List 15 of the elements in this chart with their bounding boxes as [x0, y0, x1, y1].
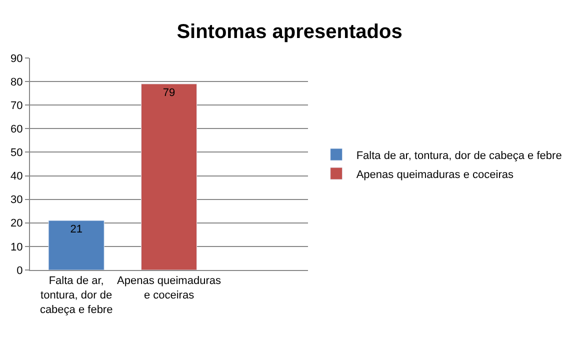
y-tick-label: 70	[10, 100, 23, 112]
chart-title: Sintomas apresentados	[176, 20, 402, 43]
y-tick-label: 10	[10, 241, 23, 254]
data-label: 79	[162, 86, 176, 99]
y-tick-label: 0	[16, 264, 23, 277]
y-tick-label: 90	[10, 52, 23, 65]
y-tick-label: 30	[10, 194, 23, 206]
y-tick-label: 50	[10, 147, 23, 160]
data-label: 21	[70, 224, 82, 236]
y-tick-label: 80	[10, 76, 23, 88]
y-tick-label: 60	[10, 124, 23, 136]
legend-label: Falta de ar, tontura, dor de cabeça e febre	[356, 150, 562, 162]
legend-label: Apenas queimaduras e coceiras	[356, 168, 514, 181]
y-tick-label: 40	[10, 170, 23, 183]
y-tick-label: 20	[10, 218, 23, 230]
